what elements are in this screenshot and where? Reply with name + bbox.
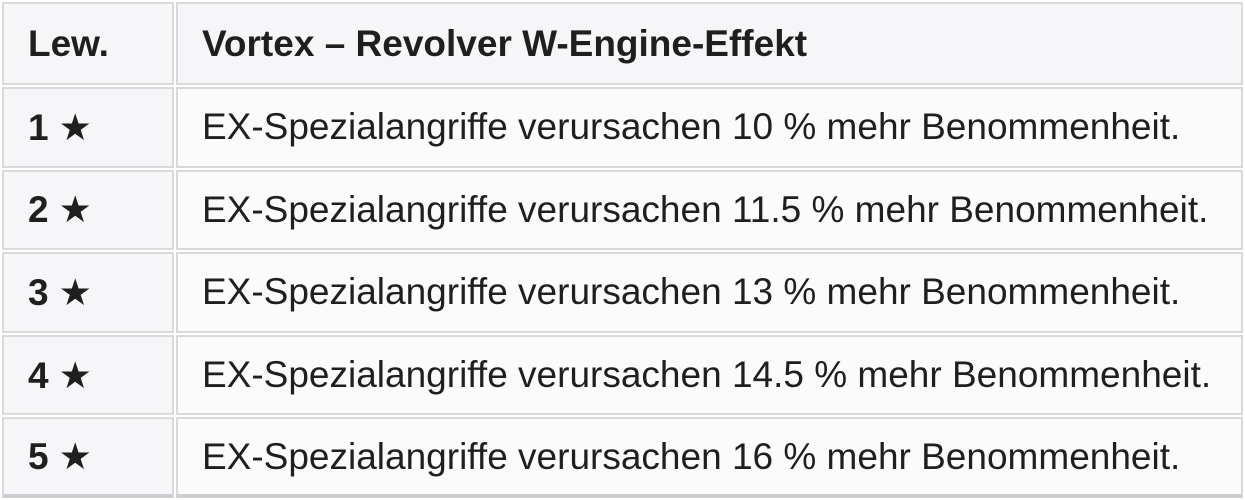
level-value: 5 xyxy=(28,436,49,478)
level-column-header: Lew. xyxy=(2,2,174,85)
star-icon: ★ xyxy=(58,105,92,149)
effect-cell: EX-Spezialangriffe verursachen 14.5 % me… xyxy=(176,334,1243,416)
table-row: 5 ★ EX-Spezialangriffe verursachen 16 % m… xyxy=(2,417,1243,498)
level-value: 2 xyxy=(28,189,49,231)
level-cell: 2 ★ xyxy=(2,169,174,251)
table-row: 3 ★ EX-Spezialangriffe verursachen 13 % m… xyxy=(2,252,1243,333)
level-cell: 3 ★ xyxy=(2,252,174,333)
star-icon: ★ xyxy=(58,435,92,479)
level-cell: 5 ★ xyxy=(2,417,174,498)
level-cell: 4 ★ xyxy=(2,334,174,416)
effect-cell: EX-Spezialangriffe verursachen 13 % mehr… xyxy=(176,252,1243,333)
level-value: 3 xyxy=(28,271,49,313)
effect-column-header: Vortex – Revolver W-Engine-Effekt xyxy=(176,2,1243,85)
level-value: 1 xyxy=(28,106,49,148)
star-icon: ★ xyxy=(58,270,92,314)
effect-cell: EX-Spezialangriffe verursachen 10 % mehr… xyxy=(176,87,1243,168)
table-row: 2 ★ EX-Spezialangriffe verursachen 11.5 %… xyxy=(2,169,1243,251)
effect-cell: EX-Spezialangriffe verursachen 16 % mehr… xyxy=(176,417,1243,498)
star-icon: ★ xyxy=(58,188,92,232)
level-value: 4 xyxy=(28,354,49,396)
level-cell: 1 ★ xyxy=(2,87,174,168)
star-icon: ★ xyxy=(58,353,92,397)
table-row: 4 ★ EX-Spezialangriffe verursachen 14.5 %… xyxy=(2,334,1243,416)
table-row: 1 ★ EX-Spezialangriffe verursachen 10 % m… xyxy=(2,87,1243,168)
effect-cell: EX-Spezialangriffe verursachen 11.5 % me… xyxy=(176,169,1243,251)
table-header-row: Lew. Vortex – Revolver W-Engine-Effekt xyxy=(2,2,1243,85)
